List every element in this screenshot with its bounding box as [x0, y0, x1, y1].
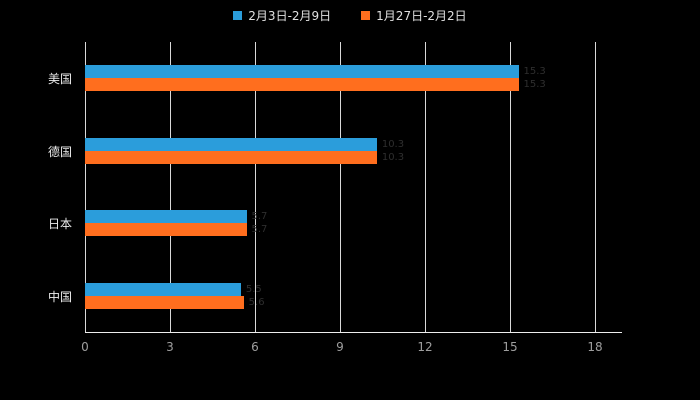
- legend-item-series2[interactable]: 1月27日-2月2日: [361, 7, 467, 24]
- gridline-x-18: [595, 42, 596, 332]
- gridline-x-15: [510, 42, 511, 332]
- bar-data-label-series1-1: 10.3: [381, 138, 405, 150]
- gridline-x-12: [425, 42, 426, 332]
- legend-label-series2: 1月27日-2月2日: [376, 9, 467, 23]
- y-axis-label-1: 德国: [47, 144, 72, 159]
- x-tick-label-9: 9: [336, 340, 344, 354]
- gridline-x-6: [255, 42, 256, 332]
- x-tick-label-6: 6: [251, 340, 259, 354]
- chart-legend: 2月3日-2月9日 1月27日-2月2日: [0, 7, 700, 24]
- x-axis-line: [85, 332, 622, 333]
- gridline-x-9: [340, 42, 341, 332]
- legend-marker-series1-icon: [233, 11, 243, 20]
- bar-data-label-series1-0: 15.3: [523, 66, 546, 78]
- x-tick-label-15: 15: [502, 340, 518, 354]
- x-tick-label-12: 12: [417, 340, 433, 354]
- bar-data-label-series2-2: 5.7: [251, 224, 268, 236]
- bar-series1-1: [85, 137, 377, 151]
- gridline-x-3: [170, 42, 171, 332]
- gridline-x-0: [85, 42, 86, 332]
- bar-data-label-series2-3: 5.6: [248, 296, 265, 308]
- y-axis-label-3: 中国: [47, 289, 72, 304]
- bar-series2-0: [85, 78, 519, 92]
- y-axis-labels: 美国 德国 日本 中国: [0, 42, 78, 332]
- x-tick-label-3: 3: [166, 340, 174, 354]
- x-tick-label-18: 18: [587, 340, 603, 354]
- plot-area: 15.3 15.3 10.3 10.3 5.7 5.7 5.5 5.6: [85, 42, 596, 332]
- y-axis-label-0: 美国: [47, 72, 72, 87]
- legend-item-series1[interactable]: 2月3日-2月9日: [233, 7, 331, 24]
- bar-series2-1: [85, 150, 377, 164]
- bar-series1-2: [85, 210, 247, 224]
- x-axis-ticks: 0 3 6 9 12 15 18: [0, 340, 700, 356]
- bar-series2-2: [85, 223, 247, 237]
- bar-data-label-series1-3: 5.5: [245, 283, 262, 295]
- legend-label-series1: 2月3日-2月9日: [248, 9, 332, 23]
- bar-series2-3: [85, 295, 244, 309]
- x-tick-label-0: 0: [81, 340, 89, 354]
- y-axis-label-2: 日本: [47, 217, 72, 232]
- bar-data-label-series2-1: 10.3: [381, 151, 405, 163]
- bar-series1-0: [85, 65, 519, 79]
- legend-marker-series2-icon: [361, 11, 371, 20]
- bar-data-label-series1-2: 5.7: [251, 211, 268, 223]
- bar-series1-3: [85, 282, 241, 296]
- bar-data-label-series2-0: 15.3: [523, 79, 546, 91]
